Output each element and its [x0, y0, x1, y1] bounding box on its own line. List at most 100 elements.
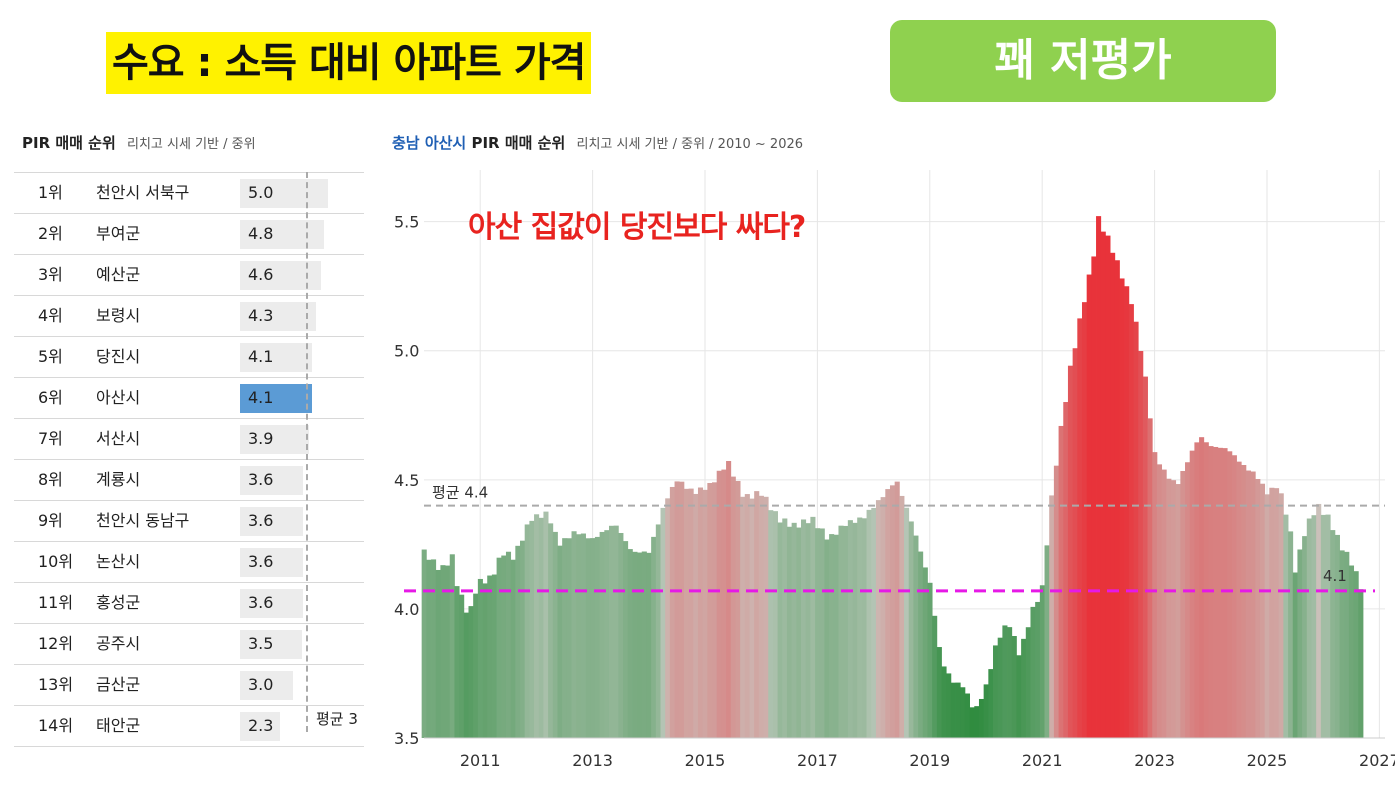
- pir-bar: [1063, 402, 1069, 738]
- pir-bar: [496, 557, 502, 738]
- pir-bar: [1199, 437, 1205, 738]
- pir-bar: [449, 554, 455, 738]
- ranking-row: 1위 천안시 서북구 5.0: [14, 172, 364, 213]
- ranking-row: 5위 당진시 4.1: [14, 336, 364, 377]
- rank-value: 3.9: [248, 429, 274, 448]
- pir-bar: [1316, 503, 1322, 738]
- rank-value: 4.6: [248, 265, 274, 284]
- pir-bar: [726, 461, 732, 738]
- pir-bar: [697, 487, 704, 738]
- pir-bar: [796, 527, 802, 738]
- pir-bar: [974, 706, 980, 738]
- y-tick-label: 4.0: [394, 600, 419, 619]
- rank-bar: [240, 630, 302, 659]
- pir-bar: [1348, 565, 1355, 738]
- pir-bar: [1231, 455, 1237, 738]
- pir-bar: [843, 525, 849, 738]
- rank-value: 4.1: [248, 388, 274, 407]
- pir-bar: [880, 497, 886, 738]
- region-name: 천안시 서북구: [96, 183, 190, 202]
- pir-bar: [618, 532, 624, 738]
- pir-bar: [875, 500, 882, 738]
- pir-bar: [716, 470, 722, 738]
- pir-bar: [524, 524, 530, 738]
- chart-annotation: 아산 집값이 당진보다 싸다?: [468, 210, 806, 245]
- region-name: 부여군: [96, 224, 141, 243]
- region-name: 아산시: [96, 388, 141, 407]
- pir-bar: [426, 559, 432, 738]
- region-name: 보령시: [96, 306, 141, 325]
- pir-bar: [993, 645, 999, 738]
- pir-bar: [1133, 321, 1139, 738]
- region-name: 천안시 동남구: [96, 511, 190, 530]
- pir-bar: [721, 469, 727, 738]
- pir-bar: [646, 552, 652, 738]
- pir-bar: [1011, 636, 1017, 738]
- pir-bar: [861, 518, 867, 738]
- pir-bar: [955, 682, 961, 738]
- region-name: 서산시: [96, 429, 141, 448]
- pir-bar: [1081, 302, 1088, 738]
- rank-bar: [240, 548, 303, 577]
- pir-bar: [468, 606, 474, 738]
- x-tick-label: 2013: [572, 751, 613, 770]
- pir-bar: [1096, 216, 1102, 738]
- pir-bar: [960, 687, 966, 738]
- pir-bar: [543, 511, 549, 738]
- timeline-heading: 충남 아산시 PIR 매매 순위 리치고 시세 기반 / 중위 / 2010 ~…: [392, 132, 803, 153]
- pir-bar: [674, 481, 680, 738]
- pir-bar: [782, 518, 788, 738]
- pir-bar: [1119, 278, 1125, 738]
- pir-bar: [1044, 545, 1050, 738]
- pir-bar: [538, 517, 544, 738]
- rank-number: 10위: [38, 552, 74, 571]
- pir-bar: [768, 510, 774, 738]
- x-tick-label: 2025: [1247, 751, 1288, 770]
- pir-bar: [1320, 514, 1326, 738]
- pir-bar: [1058, 425, 1064, 738]
- pir-bar: [1025, 627, 1031, 738]
- pir-bar: [585, 538, 591, 738]
- rank-value: 4.8: [248, 224, 274, 243]
- rank-number: 1위: [38, 183, 63, 202]
- pir-bar: [852, 522, 858, 738]
- ranking-subtitle: 리치고 시세 기반 / 중위: [127, 137, 256, 152]
- pir-bar: [908, 521, 914, 738]
- pir-bar: [477, 578, 483, 738]
- pir-bar: [1241, 464, 1247, 738]
- region-name: 예산군: [96, 265, 141, 284]
- pir-bar: [1344, 551, 1350, 738]
- rank-bar: [240, 507, 303, 536]
- pir-bar: [660, 507, 666, 738]
- pir-bar: [1358, 589, 1364, 738]
- pir-bar: [431, 559, 437, 738]
- rank-value: 2.3: [248, 716, 274, 735]
- rank-bar: [240, 343, 312, 372]
- timeline-subtitle: 리치고 시세 기반 / 중위 / 2010 ~ 2026: [576, 137, 804, 152]
- rank-value: 3.0: [248, 675, 274, 694]
- pir-bar: [1100, 231, 1106, 738]
- pir-bar: [1325, 514, 1331, 738]
- rank-bar: [240, 179, 328, 208]
- ranking-row: 9위 천안시 동남구 3.6: [14, 500, 364, 541]
- pir-bar: [969, 707, 975, 738]
- pir-bar: [590, 538, 596, 738]
- rank-number: 5위: [38, 347, 63, 366]
- rank-value: 3.6: [248, 470, 274, 489]
- pir-bar: [1274, 488, 1280, 738]
- pir-bar: [1166, 478, 1172, 738]
- ranking-row: 2위 부여군 4.8: [14, 213, 364, 254]
- rank-bar: [240, 671, 293, 700]
- pir-bar: [1091, 256, 1097, 738]
- pir-bar: [1128, 304, 1134, 738]
- region-name: 논산시: [96, 552, 141, 571]
- pir-bar: [491, 574, 497, 738]
- rank-value: 3.6: [248, 593, 274, 612]
- pir-bar: [1236, 461, 1242, 738]
- pir-bar: [758, 495, 764, 738]
- pir-bar: [683, 488, 690, 738]
- rank-number: 12위: [38, 634, 74, 653]
- rank-number: 3위: [38, 265, 63, 284]
- pir-bar: [1330, 530, 1336, 738]
- pir-bar: [1353, 571, 1359, 738]
